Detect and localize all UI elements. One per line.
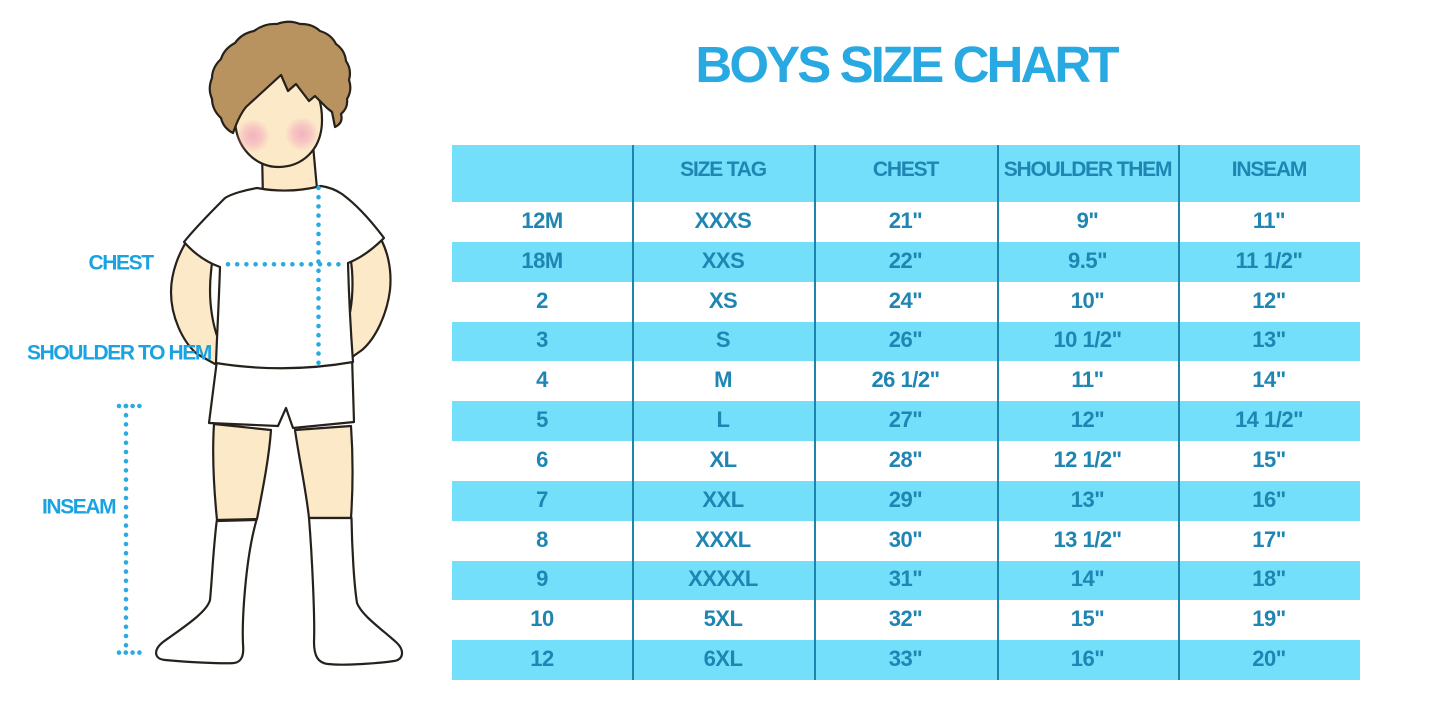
svg-text:INSEAM: INSEAM <box>42 496 116 519</box>
svg-text:CHEST: CHEST <box>89 252 155 275</box>
svg-text:SHOULDER TO HEM: SHOULDER TO HEM <box>27 342 212 365</box>
